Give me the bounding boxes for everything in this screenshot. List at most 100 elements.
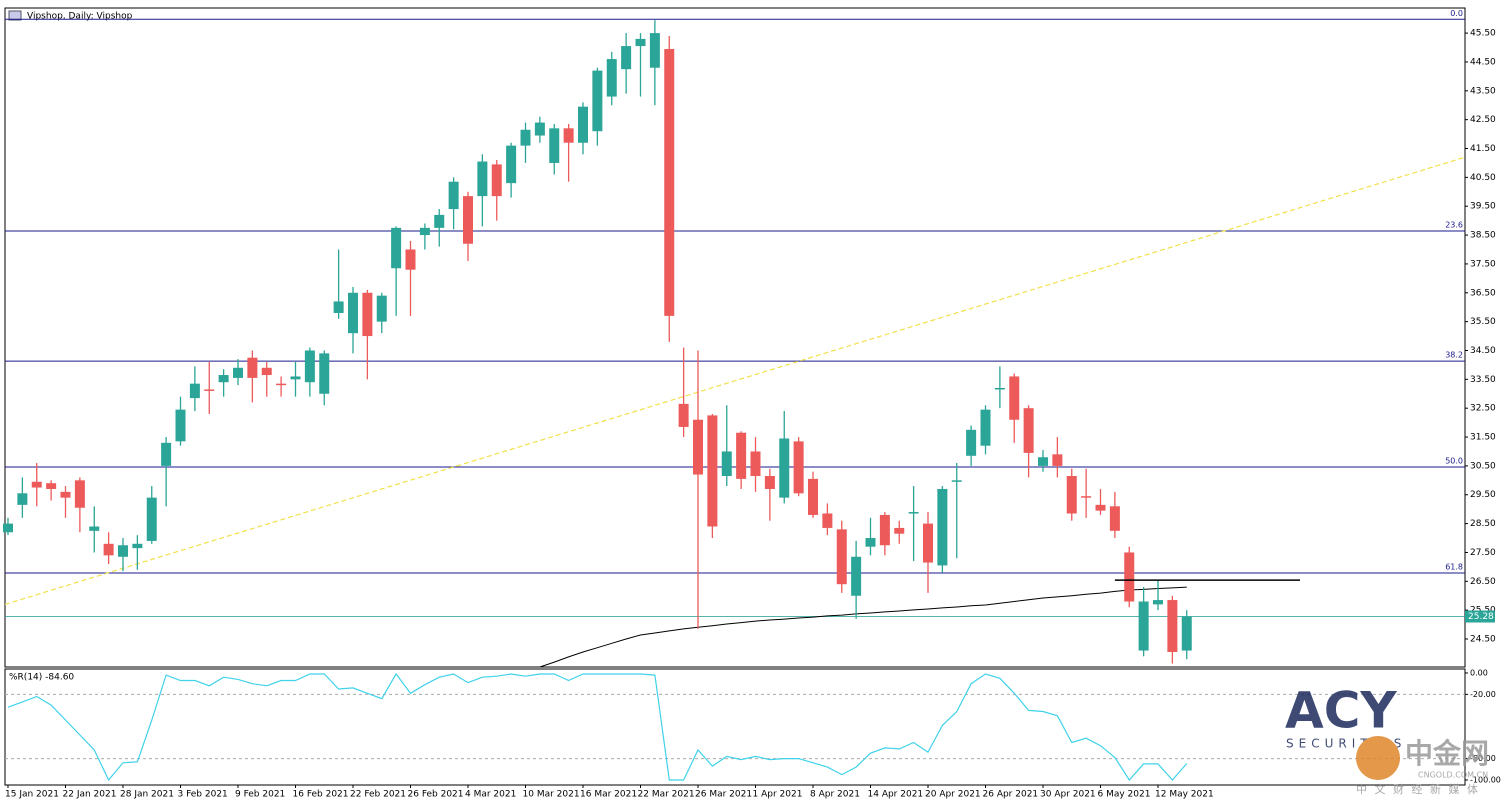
candle-body — [1153, 600, 1163, 605]
candle-body — [376, 295, 387, 322]
y-tick-label: 35.50 — [1470, 317, 1496, 327]
x-tick-label: 9 Feb 2021 — [235, 790, 285, 800]
candle-body — [649, 33, 660, 68]
indicator-title: %R(14) -84.60 — [9, 673, 74, 683]
y-tick-label: 45.50 — [1470, 29, 1496, 39]
candle-body — [1138, 601, 1149, 651]
candle-body — [161, 442, 172, 466]
candle-body — [549, 128, 560, 163]
candle-body — [836, 529, 847, 585]
y-tick-label: 40.50 — [1470, 173, 1496, 183]
y-tick-label: 39.50 — [1470, 202, 1496, 212]
x-tick-label: 12 May 2021 — [1155, 790, 1214, 800]
candle-body — [46, 483, 57, 489]
candle-body — [1181, 616, 1192, 651]
fib-label: 50.0 — [1445, 457, 1463, 466]
candle-body — [894, 527, 905, 534]
chart-icon — [8, 10, 22, 21]
x-tick-label: 4 Mar 2021 — [465, 790, 516, 800]
fib-label: 61.8 — [1445, 562, 1463, 571]
y-tick-label: 28.50 — [1470, 519, 1496, 529]
x-tick-label: 3 Feb 2021 — [178, 790, 228, 800]
candle-body — [908, 512, 919, 514]
chart-title: Vipshop, Daily: Vipshop — [27, 12, 133, 22]
candle-body — [980, 409, 991, 446]
indicator-tick-label: -80.00 — [1470, 754, 1496, 763]
candle-body — [750, 451, 761, 476]
candle-body — [937, 488, 948, 566]
x-tick-label: 22 Jan 2021 — [63, 790, 117, 800]
y-tick-label: 32.50 — [1470, 404, 1496, 414]
candle-body — [74, 480, 85, 508]
candle-body — [506, 145, 517, 184]
candle-body — [103, 543, 114, 556]
y-tick-label: 36.50 — [1470, 288, 1496, 298]
main-panel — [4, 7, 1466, 668]
watermark-slogan: 中 文 财 经 新 媒 体 — [1356, 782, 1480, 796]
candle-body — [865, 538, 876, 547]
candle-body — [534, 122, 545, 136]
candle-body — [621, 46, 632, 70]
candle-body — [1052, 454, 1063, 466]
y-tick-label: 30.50 — [1470, 461, 1496, 471]
candle-body — [175, 409, 186, 442]
candle-body — [290, 376, 301, 380]
watermark-logo: ACY — [1285, 682, 1397, 740]
candle-body — [879, 514, 890, 546]
watermark-badge — [1356, 736, 1400, 780]
candle-body — [31, 481, 42, 488]
x-tick-label: 26 Mar 2021 — [695, 790, 752, 800]
candle-body — [448, 181, 459, 210]
x-tick-label: 30 Apr 2021 — [1040, 790, 1096, 800]
candle-body — [520, 129, 531, 146]
x-tick-label: 22 Mar 2021 — [638, 790, 695, 800]
x-tick-label: 15 Jan 2021 — [5, 790, 59, 800]
trendline — [4, 156, 1466, 605]
candle-body — [233, 367, 243, 378]
indicator-panel — [4, 668, 1466, 786]
y-tick-label: 26.50 — [1470, 577, 1496, 587]
y-tick-label: 33.50 — [1470, 375, 1496, 385]
fib-label: 23.6 — [1445, 221, 1463, 230]
watermark-url: CNGOLD.COM.CN — [1418, 771, 1488, 780]
candle-body — [419, 227, 430, 236]
indicator-tick-label: -20.00 — [1470, 690, 1496, 699]
candle-body — [707, 415, 718, 527]
x-tick-label: 20 Apr 2021 — [925, 790, 981, 800]
candle-body — [1167, 600, 1178, 652]
candle-body — [578, 106, 588, 143]
y-tick-label: 42.50 — [1470, 115, 1496, 125]
candle-body — [1066, 475, 1077, 514]
x-tick-label: 10 Mar 2021 — [523, 790, 580, 800]
y-tick-label: 38.50 — [1470, 231, 1496, 241]
watermark: ACY SECURITIES 中金网 CNGOLD.COM.CN 中 文 财 经… — [1285, 682, 1489, 797]
candle-body — [1081, 496, 1092, 498]
candle-body — [405, 249, 416, 270]
y-tick-label: 24.50 — [1470, 635, 1496, 645]
x-tick-label: 6 May 2021 — [1098, 790, 1151, 800]
candle-body — [736, 432, 747, 479]
candle-body — [664, 48, 675, 316]
candle-body — [3, 523, 13, 533]
candle-body — [276, 383, 287, 386]
candle-body — [779, 438, 790, 498]
candle-body — [391, 227, 402, 269]
candle-body — [764, 475, 775, 489]
x-tick-label: 14 Apr 2021 — [868, 790, 924, 800]
y-tick-label: 43.50 — [1470, 86, 1496, 96]
y-tick-label: 31.50 — [1470, 433, 1496, 443]
candle-body — [333, 301, 344, 313]
candle-body — [491, 164, 502, 197]
indicator-tick-label: 0.00 — [1470, 668, 1488, 677]
candle-body — [261, 367, 272, 376]
y-tick-label: 34.50 — [1470, 346, 1496, 356]
candle-body — [247, 357, 258, 378]
candle-body — [966, 429, 977, 456]
candle-body — [89, 526, 100, 531]
y-tick-label: 44.50 — [1470, 57, 1496, 67]
y-tick-label: 41.50 — [1470, 144, 1496, 154]
moving-average — [539, 586, 1187, 668]
candle-body — [1009, 376, 1020, 420]
indicator-line — [7, 672, 1188, 782]
